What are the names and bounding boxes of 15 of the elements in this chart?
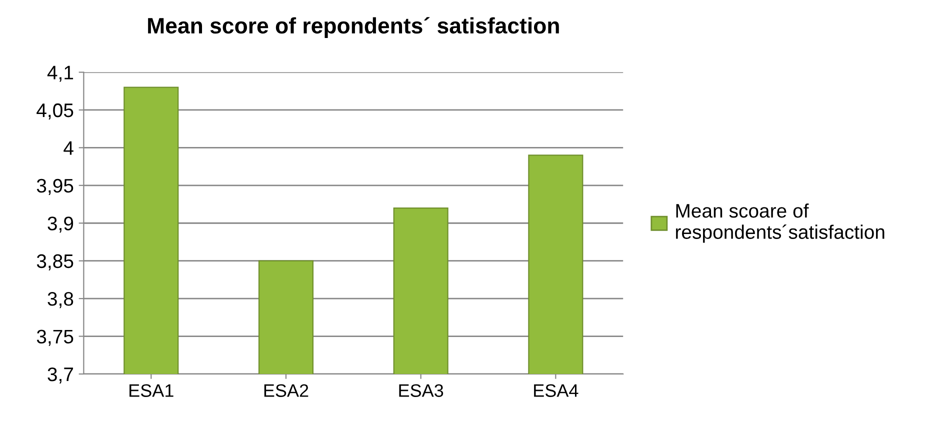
y-tick-label: 3,85 [36, 254, 74, 270]
x-tick-label: ESA1 [130, 384, 174, 397]
y-tick-label: 4 [64, 141, 74, 155]
y-tick-label: 3,9 [48, 216, 74, 233]
x-tick-label: ESA4 [534, 384, 578, 397]
y-tick-label: 4,1 [47, 66, 74, 82]
chart-title: Mean score of repondents´ satisfaction [148, 17, 559, 38]
y-tick-label: 3,8 [48, 292, 74, 308]
legend-label: Mean scoare of respondents´satisfaction [676, 203, 884, 243]
x-tick-label: ESA2 [264, 384, 308, 397]
y-tick-label: 3,95 [36, 178, 74, 195]
y-tick-label: 3,75 [36, 330, 74, 346]
y-tick-label: 3,7 [48, 367, 74, 384]
y-tick-label: 4,05 [36, 103, 74, 120]
x-tick-label: ESA3 [399, 384, 444, 397]
